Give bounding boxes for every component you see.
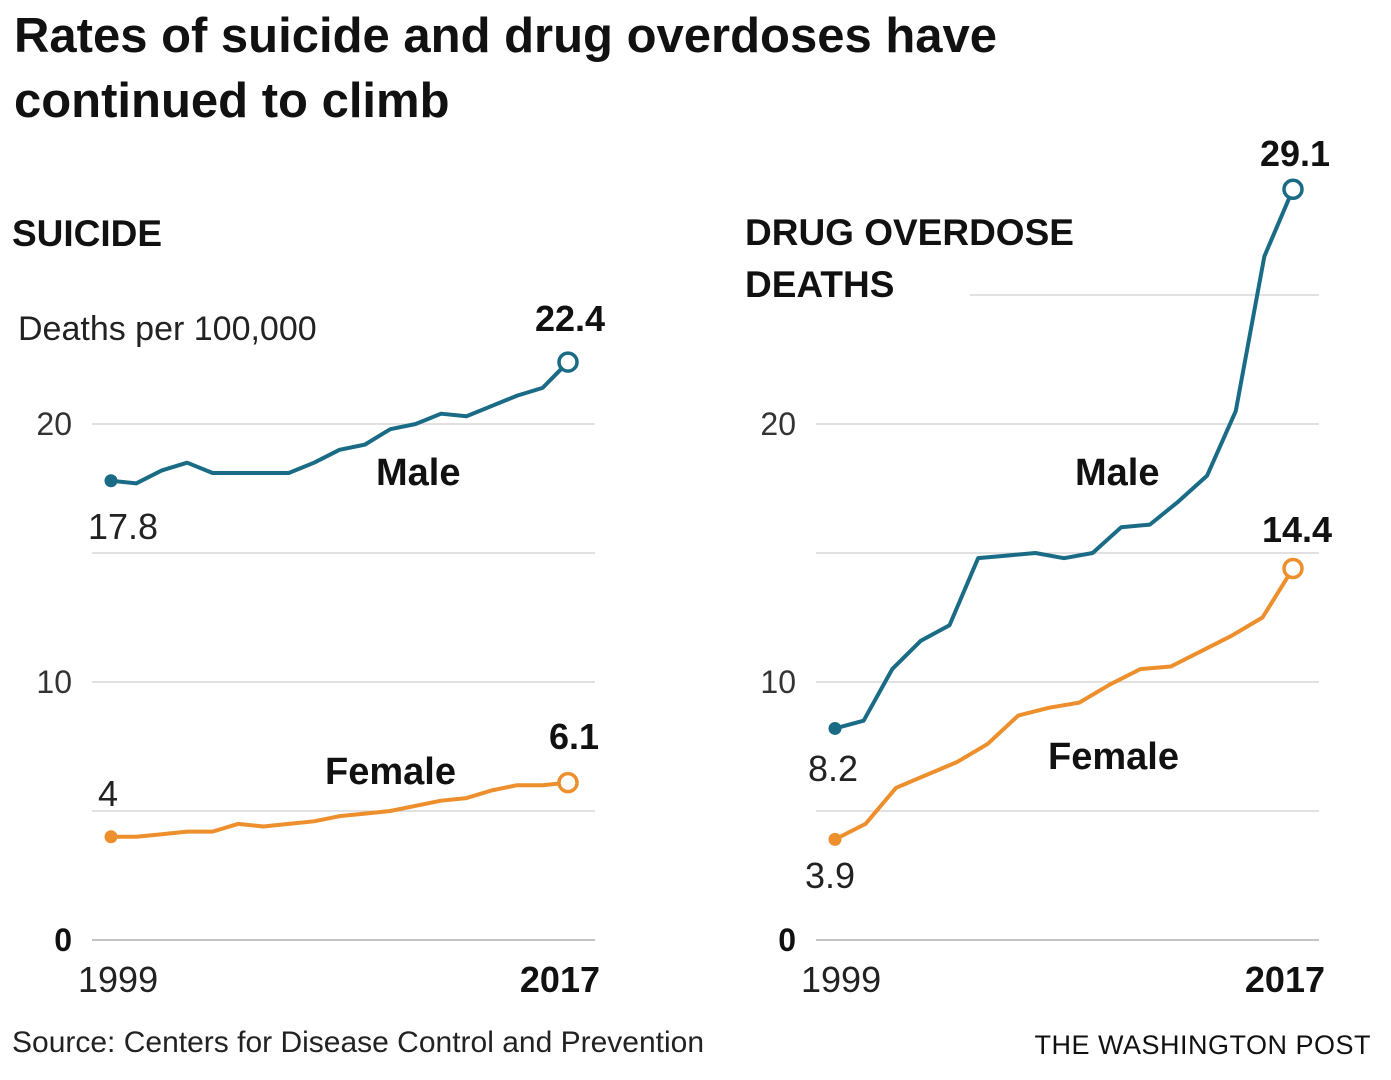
- series-line-female: [111, 780, 569, 839]
- y-tick-label: 10: [760, 664, 796, 700]
- series-end-label: 29.1: [1260, 133, 1330, 174]
- series-end-label: 14.4: [1262, 509, 1332, 550]
- x-label-end: 2017: [1245, 959, 1325, 1000]
- source-note: Source: Centers for Disease Control and …: [12, 1026, 705, 1059]
- y-tick-label: 0: [54, 922, 72, 958]
- series-start-point: [828, 832, 842, 846]
- series-start-point: [104, 830, 118, 844]
- series-line-female: [834, 567, 1295, 842]
- y-tick-label: 0: [778, 922, 796, 958]
- panel-title: DRUG OVERDOSE DEATHS: [745, 212, 1074, 305]
- series-start-label: 4: [98, 773, 118, 814]
- series-name-label: Female: [1048, 736, 1179, 778]
- panel-title-line: DEATHS: [745, 264, 894, 305]
- series-name-label: Male: [376, 452, 460, 494]
- series-start-point: [104, 474, 118, 488]
- series-start-label: 17.8: [88, 506, 158, 547]
- series-name-label: Female: [325, 751, 456, 793]
- series-end-point: [1282, 178, 1304, 200]
- suicide-panel: 0 10 20 1999 2017 SUICIDE Deaths per 100,000 Ma…: [12, 213, 605, 1000]
- x-label-start: 1999: [78, 959, 158, 1000]
- overdose-panel: 0 10 20 1999 2017 DRUG OVERDOSE DEATHS Male 8.2 2…: [745, 133, 1332, 1000]
- series-start-label: 3.9: [805, 855, 855, 896]
- page-title: Rates of suicide and drug overdoses have…: [14, 9, 998, 128]
- x-label-end: 2017: [520, 959, 600, 1000]
- series-end-point: [557, 771, 579, 794]
- y-tick-label: 10: [36, 664, 72, 700]
- panel-title: SUICIDE: [12, 213, 162, 254]
- panel-title-line: DRUG OVERDOSE: [745, 212, 1074, 253]
- series-start-point: [828, 721, 842, 735]
- series-start-label: 8.2: [808, 748, 858, 789]
- series-end-label: 6.1: [549, 716, 599, 757]
- series-end-point: [557, 351, 579, 373]
- y-tick-label: 20: [36, 406, 72, 442]
- credit-label: THE WASHINGTON POST: [1034, 1030, 1371, 1060]
- series-name-label: Male: [1075, 452, 1159, 494]
- y-unit-label: Deaths per 100,000: [18, 310, 317, 348]
- series-end-label: 22.4: [535, 298, 605, 339]
- series-end-point: [1282, 557, 1304, 580]
- series-line-male: [110, 360, 570, 486]
- x-label-start: 1999: [801, 959, 881, 1000]
- y-tick-label: 20: [760, 406, 796, 442]
- series-line-male: [834, 188, 1295, 731]
